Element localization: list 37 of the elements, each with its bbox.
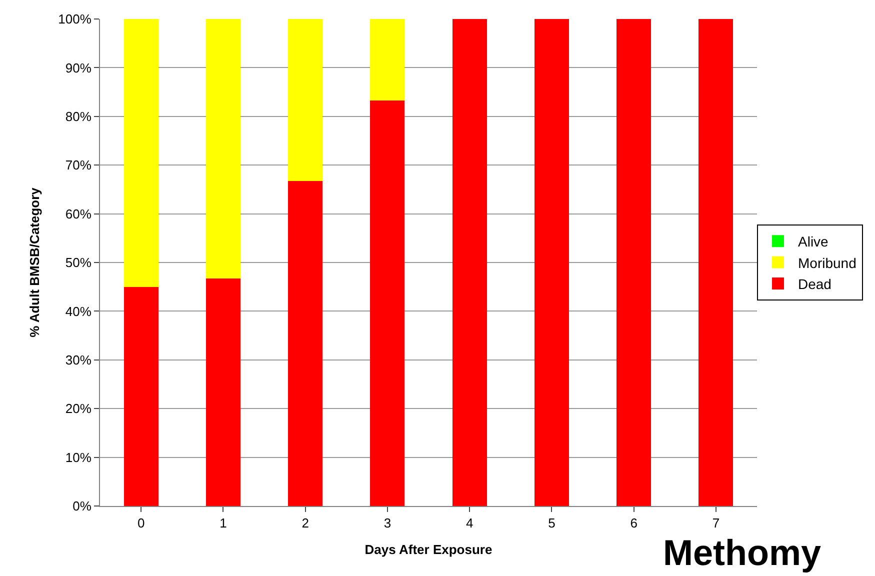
y-tick-label: 70% (65, 158, 92, 173)
y-tick-label: 50% (65, 255, 92, 270)
y-tick-label: 80% (65, 108, 92, 124)
x-tick-label: 4 (466, 516, 474, 531)
y-tick-label: 90% (65, 60, 92, 76)
y-tick-label: 60% (65, 206, 92, 222)
bar (206, 19, 240, 279)
x-tick-label: 7 (712, 516, 720, 531)
x-axis-title: Days After Exposure (364, 542, 492, 558)
x-tick-label: 3 (384, 516, 392, 531)
bar (206, 278, 240, 506)
bar (370, 19, 405, 100)
x-tick-label: 6 (630, 516, 638, 531)
bar (370, 100, 405, 506)
bar (124, 19, 158, 287)
bar (288, 19, 323, 182)
x-tick-label: 1 (220, 516, 227, 531)
y-tick-label: 30% (65, 352, 92, 368)
y-tick-label: 40% (65, 304, 92, 319)
legend-label: Dead (798, 276, 832, 292)
x-tick-label: 5 (548, 516, 556, 531)
text: Methomy (663, 532, 822, 573)
bar (534, 19, 569, 506)
x-tick-label: 2 (302, 516, 309, 531)
bar (698, 19, 734, 506)
x-tick-label: 0 (137, 516, 145, 531)
legend-label: Alive (798, 234, 829, 250)
bar (288, 181, 323, 506)
y-tick-label: 0% (72, 498, 92, 514)
bar (616, 19, 652, 506)
y-axis-title: % Adult BMSB/Category (27, 186, 42, 338)
legend-label: Moribund (798, 254, 856, 271)
bar (452, 19, 487, 506)
y-tick-label: 10% (65, 450, 92, 465)
y-tick-label: 100% (58, 12, 92, 27)
y-tick-label: 20% (65, 401, 92, 416)
bar (124, 286, 158, 506)
